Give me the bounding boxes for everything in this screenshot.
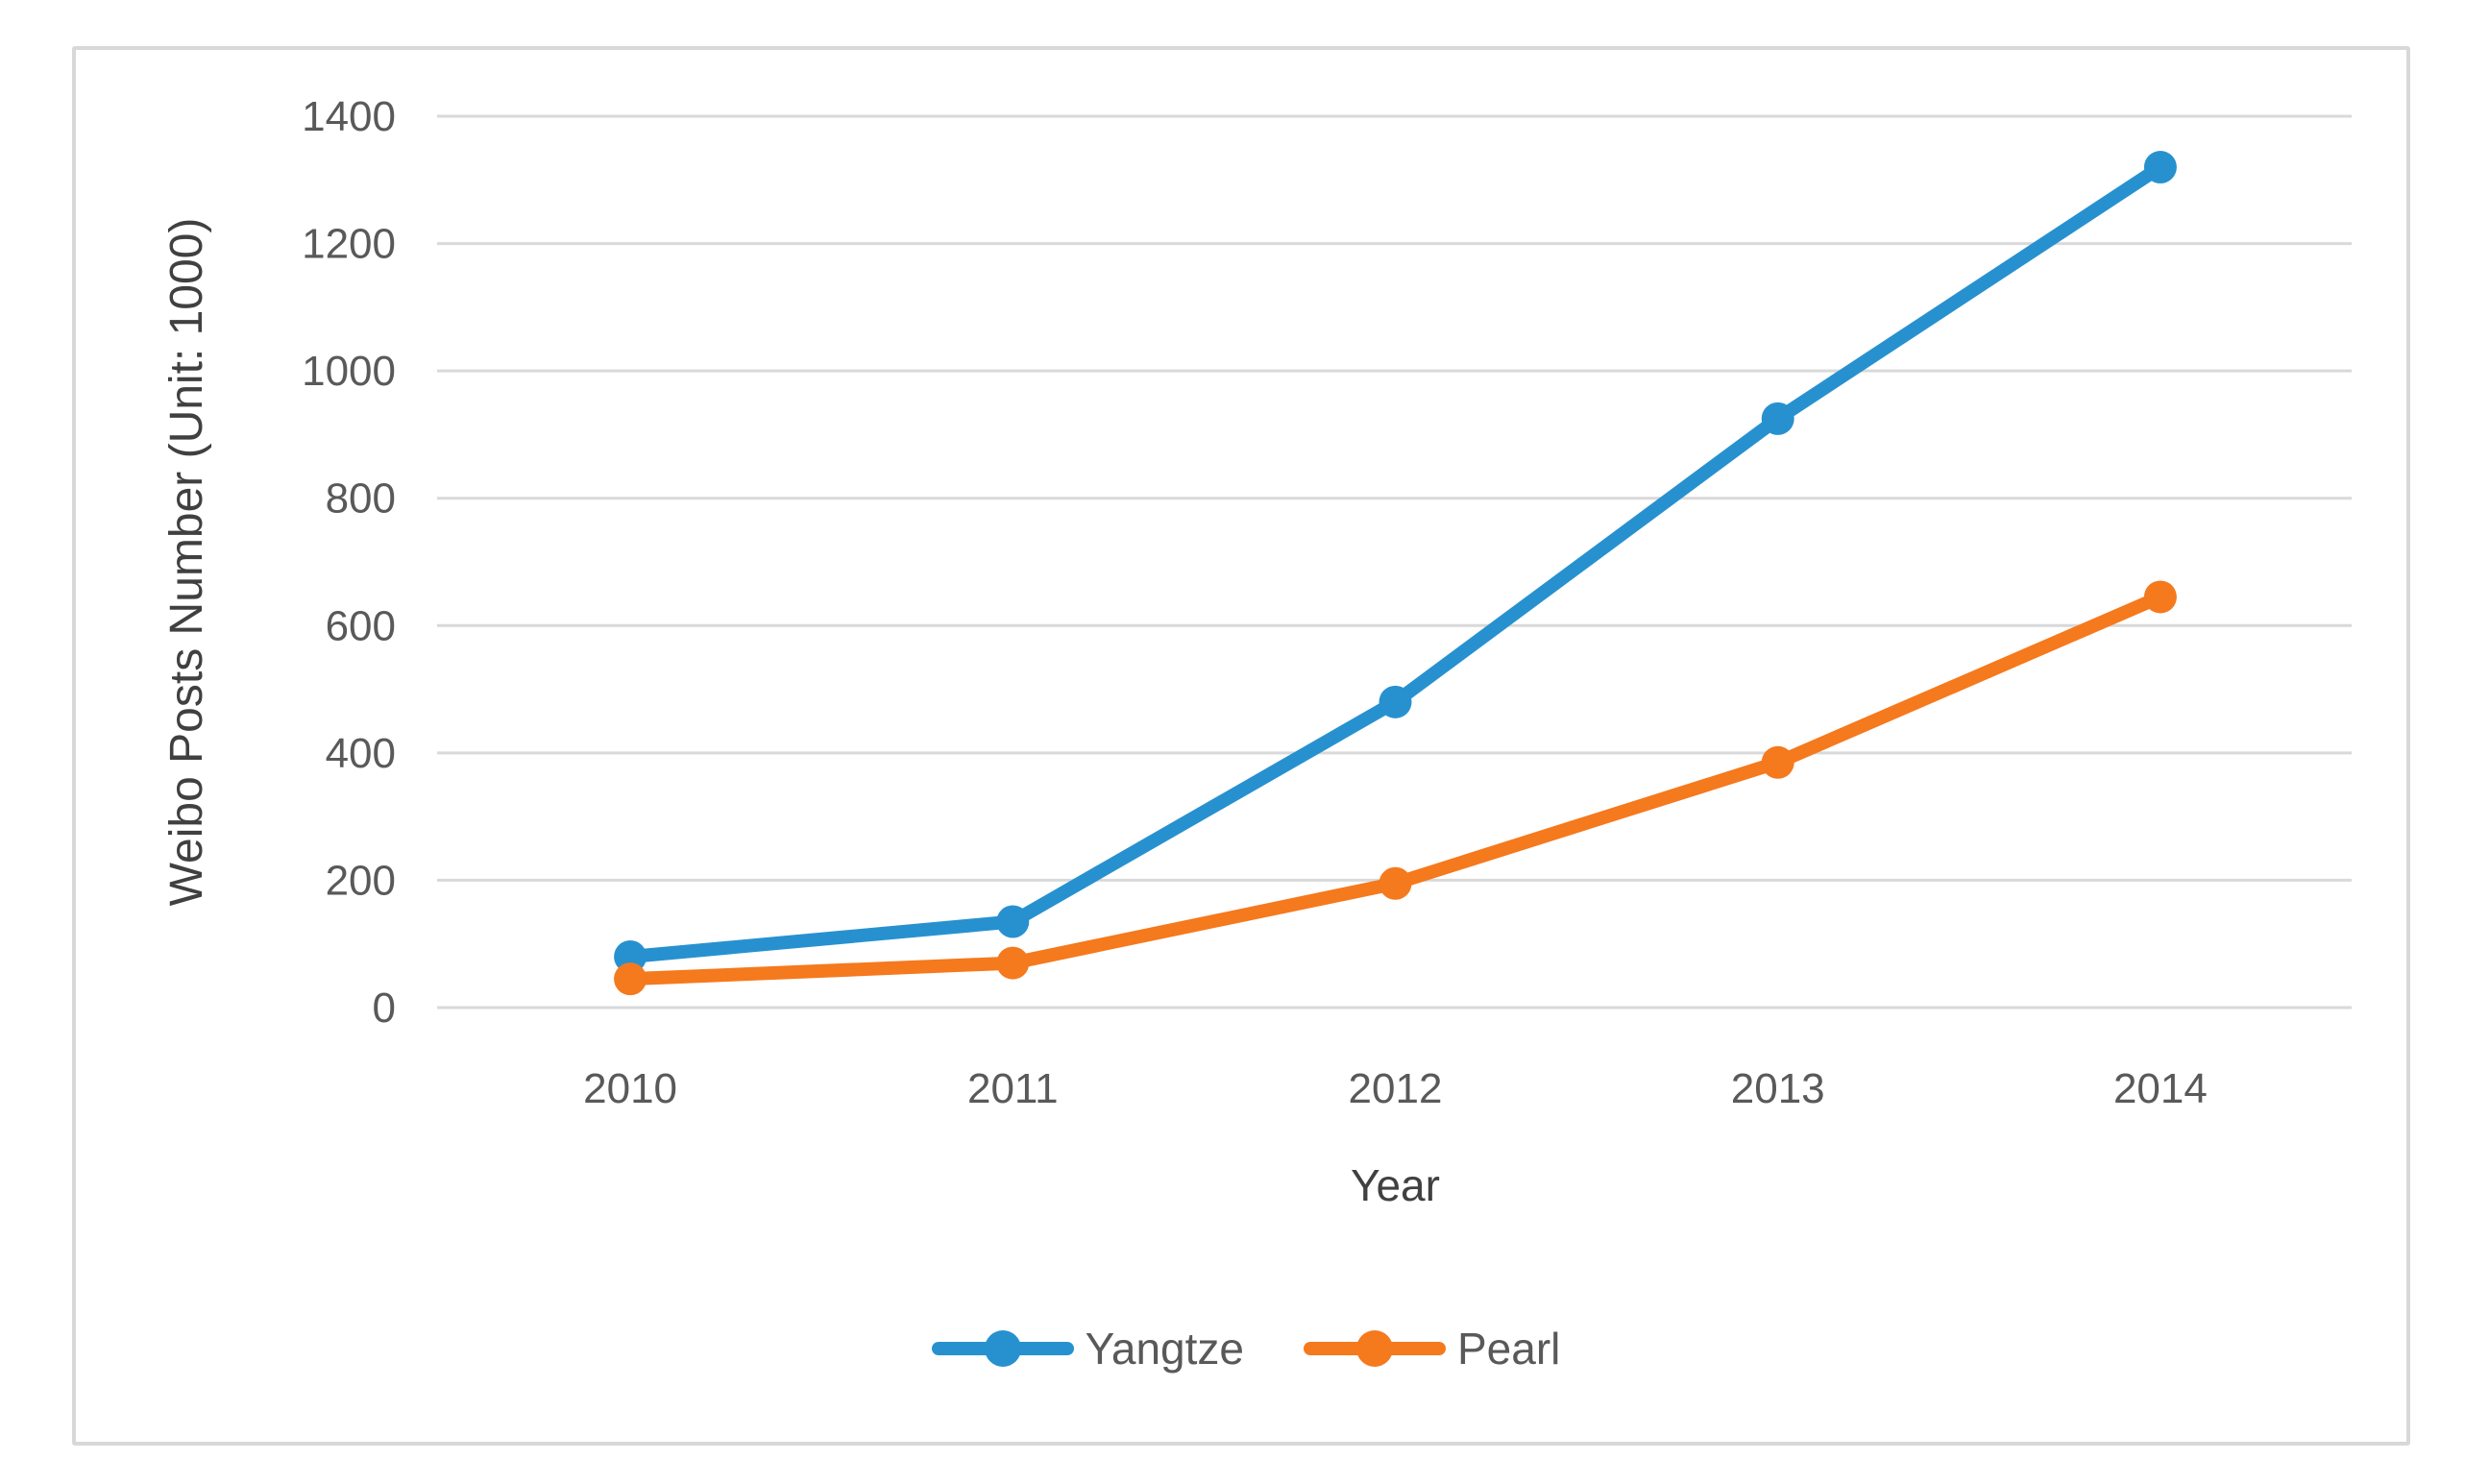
series-line-pearl [623,590,2167,986]
data-point-pearl-2011 [996,946,1030,980]
series-line-yangtze [623,160,2167,963]
x-tick-label-2010: 2010 [583,1065,677,1112]
x-tick-label-2014: 2014 [2113,1065,2208,1112]
legend-item-pearl: Pearl [1304,1326,1560,1371]
y-tick-label-200: 200 [326,857,396,904]
y-axis-title: Weibo Posts Number (Unit: 1000) [161,218,212,907]
pearl-legend-dot-icon [1356,1330,1393,1367]
data-point-yangtze-2013 [1761,401,1794,435]
y-tick-label-600: 600 [326,602,396,649]
data-point-pearl-2013 [1761,745,1794,779]
x-tick-label-2013: 2013 [1731,1065,1825,1112]
x-tick-label-2012: 2012 [1349,1065,1443,1112]
data-point-yangtze-2014 [2143,151,2177,184]
y-tick-label-1400: 1400 [302,93,396,140]
y-tick-label-800: 800 [326,475,396,523]
data-point-yangtze-2011 [996,905,1030,938]
data-point-pearl-2014 [2143,580,2177,614]
pearl-legend-label: Pearl [1457,1324,1561,1374]
legend: Yangtze Pearl [0,1318,2465,1379]
data-point-yangtze-2012 [1379,685,1412,718]
yangtze-legend-dot-icon [984,1330,1021,1367]
x-axis-title: Year [1351,1160,1440,1210]
yangtze-legend-line-marker [931,1330,1074,1367]
x-tick-label-2011: 2011 [967,1065,1059,1112]
legend-item-yangtze: Yangtze [931,1324,1244,1374]
y-tick-label-1200: 1200 [302,221,396,268]
y-tick-label-0: 0 [373,985,396,1032]
data-point-pearl-2012 [1379,866,1412,900]
y-tick-label-400: 400 [326,730,396,777]
data-point-pearl-2010 [614,962,647,996]
yangtze-legend-label: Yangtze [1085,1324,1244,1374]
chart-frame [72,46,2410,1446]
pearl-legend-line-marker [1304,1330,1446,1367]
y-tick-label-1000: 1000 [302,348,396,395]
